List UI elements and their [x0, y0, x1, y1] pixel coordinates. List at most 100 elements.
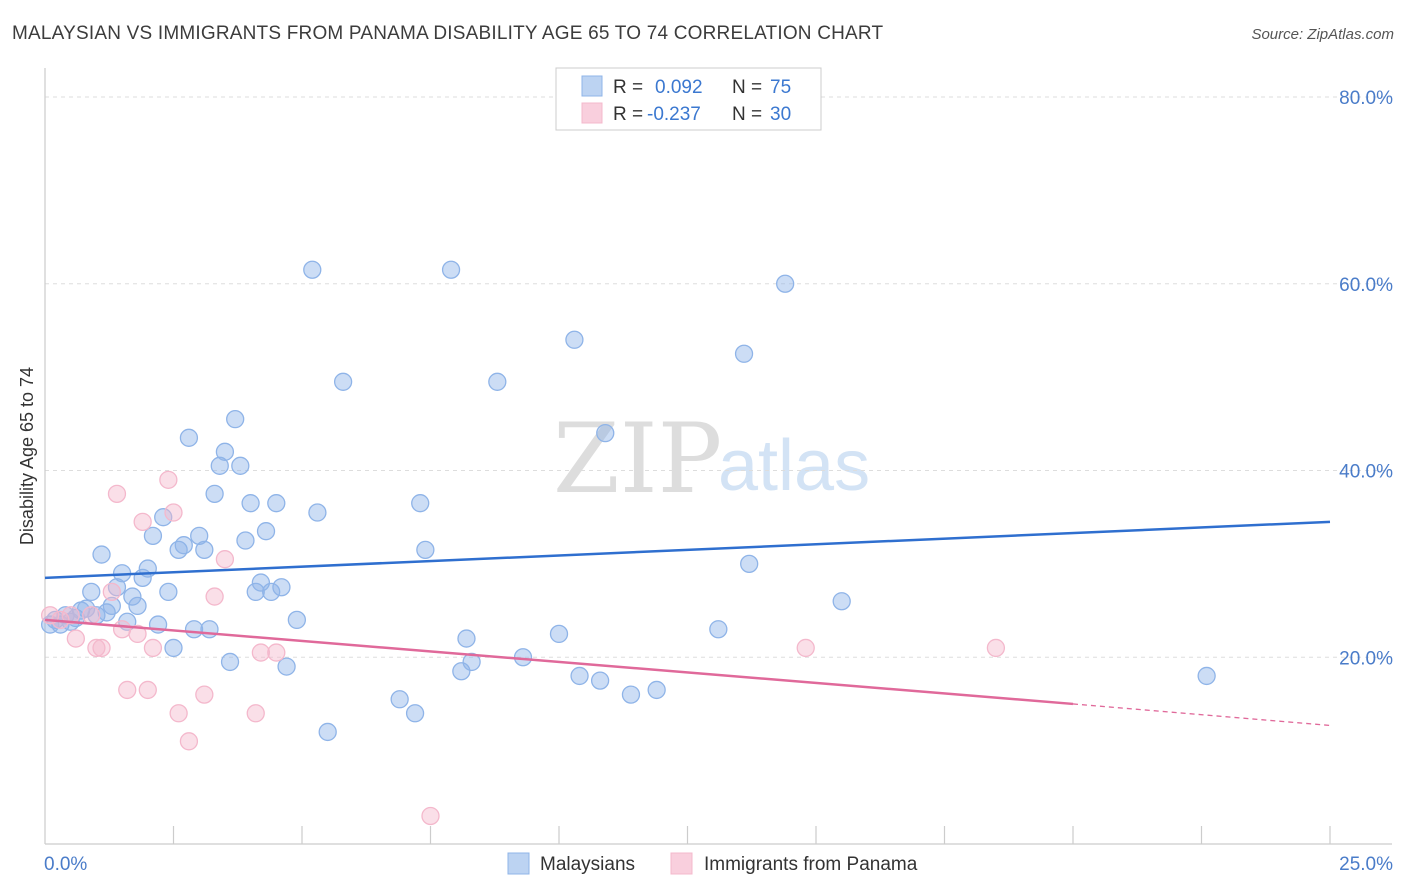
malaysians-point	[462, 652, 481, 672]
panama-trend-line	[44, 618, 1074, 706]
malaysians-point	[565, 330, 584, 349]
malaysians-point	[241, 494, 260, 513]
legend-swatch-panama	[581, 102, 603, 124]
malaysians-point	[488, 372, 507, 391]
axes	[44, 68, 1392, 845]
malaysians-point	[272, 578, 291, 597]
malaysians-point	[709, 620, 728, 639]
malaysians-point	[1197, 666, 1216, 686]
panama-point	[66, 629, 85, 648]
malaysians-point	[267, 494, 286, 513]
malaysians-point	[405, 704, 425, 723]
y-tick-label: 40.0%	[1339, 462, 1393, 483]
panama-point	[128, 624, 147, 644]
series-panama-points	[40, 470, 1006, 826]
panama-point	[82, 606, 101, 625]
panama-point	[138, 680, 157, 700]
panama-point	[112, 620, 132, 639]
trend-lines	[44, 520, 1331, 727]
panama-point	[87, 638, 106, 658]
malaysians-point	[590, 671, 610, 690]
series-malaysians-points	[40, 260, 1216, 742]
legend-n-label-2: N =	[732, 104, 762, 125]
malaysians-point	[256, 522, 276, 541]
malaysians-point	[154, 508, 173, 527]
panama-point	[107, 484, 127, 503]
malaysians-point	[190, 526, 209, 546]
malaysians-point	[411, 494, 430, 513]
panama-point	[164, 503, 183, 522]
legend-n-value-2: 30	[770, 104, 791, 125]
legend-n-value-1: 75	[770, 77, 791, 98]
panama-point	[143, 638, 163, 658]
y-axis-title: Disability Age 65 to 74	[17, 367, 37, 545]
malaysians-point	[262, 582, 281, 602]
malaysians-point	[205, 484, 224, 503]
malaysians-point	[102, 596, 121, 616]
panama-point	[159, 470, 178, 489]
panama-point	[169, 704, 188, 723]
stats-legend: R = 0.092 N = 75 R = -0.237 N = 30	[555, 67, 822, 131]
malaysians-point	[164, 638, 183, 658]
bottom-legend-label-malaysians: Malaysians	[540, 854, 635, 875]
malaysians-point	[596, 423, 615, 443]
malaysians-point	[416, 540, 435, 560]
bottom-legend-swatch-panama	[670, 852, 693, 875]
panama-point	[61, 606, 80, 625]
y-tick-label: 80.0%	[1339, 88, 1393, 109]
malaysians-point	[246, 582, 265, 602]
malaysians-point	[82, 582, 101, 602]
gridlines	[45, 96, 1392, 658]
malaysians-point	[231, 456, 250, 475]
panama-point	[251, 643, 271, 662]
malaysians-point	[832, 592, 851, 611]
malaysians-point	[333, 372, 353, 391]
panama-point	[118, 680, 137, 700]
malaysians-point	[277, 657, 296, 676]
malaysians-point	[457, 629, 476, 648]
panama-point	[133, 512, 152, 532]
malaysians-point	[236, 531, 255, 550]
panama-point	[267, 643, 286, 662]
malaysians-point	[226, 409, 245, 429]
malaysians-trend-line	[44, 520, 1331, 580]
malaysians-point	[318, 722, 337, 742]
panama-point	[92, 638, 111, 658]
bottom-legend-swatch-malaysians	[507, 852, 530, 875]
y-tick-label: 60.0%	[1339, 275, 1393, 296]
malaysians-point	[740, 554, 759, 574]
legend-r-value-2: -0.237	[647, 104, 701, 125]
x-tick-label: 25.0%	[1339, 854, 1393, 875]
panama-point	[421, 806, 440, 826]
malaysians-point	[215, 442, 235, 461]
panama-point	[986, 638, 1006, 658]
panama-point	[102, 582, 121, 602]
malaysians-point	[549, 624, 569, 644]
malaysians-point	[123, 587, 142, 606]
y-tick-label: 20.0%	[1339, 648, 1393, 669]
malaysians-point	[441, 260, 461, 279]
panama-point	[246, 704, 265, 723]
panama-trend-extension	[1072, 703, 1331, 727]
chart-title: MALAYSIAN VS IMMIGRANTS FROM PANAMA DISA…	[12, 23, 884, 44]
series-legend: Malaysians Immigrants from Panama	[507, 852, 918, 875]
legend-n-label-1: N =	[732, 77, 762, 98]
chart-source: Source: ZipAtlas.com	[1251, 26, 1394, 43]
y-tick-labels: 20.0% 40.0% 60.0% 80.0%	[1339, 88, 1393, 669]
watermark-atlas: atlas	[718, 426, 870, 506]
malaysians-point	[143, 526, 163, 546]
malaysians-point	[179, 428, 199, 447]
x-tick-label: 0.0%	[44, 854, 87, 875]
malaysians-point	[200, 620, 219, 639]
malaysians-point	[390, 690, 409, 709]
malaysians-point	[174, 536, 193, 555]
malaysians-point	[776, 274, 795, 293]
panama-point	[205, 587, 224, 606]
malaysians-point	[128, 596, 147, 616]
malaysians-point	[621, 685, 641, 704]
panama-point	[195, 685, 214, 704]
malaysians-point	[210, 456, 229, 475]
malaysians-point	[195, 540, 214, 560]
bottom-legend-label-panama: Immigrants from Panama	[704, 854, 918, 875]
